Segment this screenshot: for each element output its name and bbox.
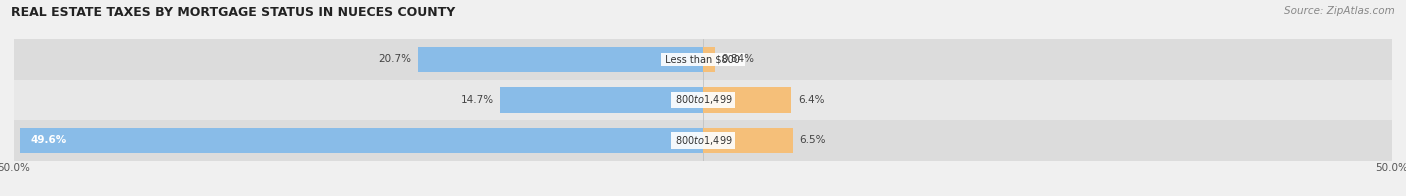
Text: 0.84%: 0.84%	[721, 54, 755, 64]
Bar	[14, 120, 1392, 161]
Text: $800 to $1,499: $800 to $1,499	[672, 93, 734, 106]
Text: $800 to $1,499: $800 to $1,499	[672, 134, 734, 147]
Text: Source: ZipAtlas.com: Source: ZipAtlas.com	[1284, 6, 1395, 16]
Bar	[703, 128, 793, 153]
Bar	[14, 39, 1392, 80]
Bar	[703, 47, 714, 72]
Text: REAL ESTATE TAXES BY MORTGAGE STATUS IN NUECES COUNTY: REAL ESTATE TAXES BY MORTGAGE STATUS IN …	[11, 6, 456, 19]
Text: 49.6%: 49.6%	[31, 135, 67, 145]
Bar	[501, 87, 703, 113]
Bar	[418, 47, 703, 72]
Text: 14.7%: 14.7%	[460, 95, 494, 105]
Text: 6.4%: 6.4%	[799, 95, 824, 105]
Bar	[14, 80, 1392, 120]
Text: 20.7%: 20.7%	[378, 54, 411, 64]
Bar	[20, 128, 703, 153]
Bar	[703, 87, 792, 113]
Text: 6.5%: 6.5%	[800, 135, 825, 145]
Text: Less than $800: Less than $800	[662, 54, 744, 64]
